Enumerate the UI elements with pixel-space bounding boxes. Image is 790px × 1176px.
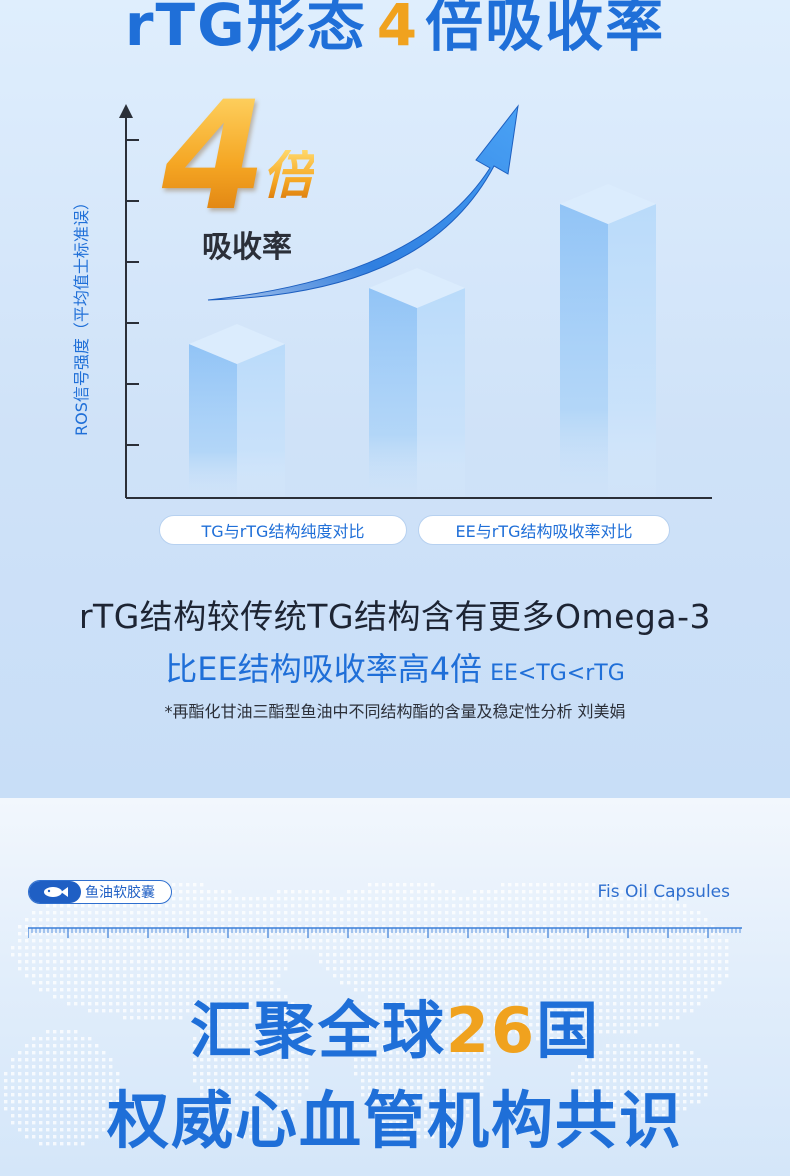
bar-side-face bbox=[417, 288, 465, 498]
multiplier-unit: 倍 bbox=[262, 146, 315, 206]
ruler-divider bbox=[28, 927, 742, 938]
absorption-section: rTG形态 4 倍吸收率 bbox=[0, 0, 790, 798]
product-badge-label: 鱼油软胶囊 bbox=[85, 885, 155, 901]
y-axis-arrowhead bbox=[119, 104, 133, 118]
bar-top-face bbox=[560, 184, 656, 224]
bar-side-face bbox=[608, 204, 656, 498]
bar-top-face bbox=[369, 268, 465, 308]
consensus-headline-1-pre: 汇聚全球 bbox=[189, 994, 446, 1067]
bar-front-face bbox=[189, 344, 237, 498]
bar-front-face bbox=[560, 204, 608, 498]
consensus-headline-1-post: 国 bbox=[536, 994, 601, 1067]
multiplier-label: 吸收率 bbox=[202, 230, 292, 265]
title-suffix: 倍吸收率 bbox=[425, 0, 666, 59]
fish-icon bbox=[29, 881, 81, 903]
consensus-headline-2: 权威心血管机构共识 bbox=[106, 1084, 683, 1157]
consensus-country-count: 26 bbox=[445, 994, 537, 1067]
bar-2 bbox=[369, 268, 465, 498]
growth-arrow bbox=[207, 104, 519, 301]
absorption-chart bbox=[60, 96, 740, 516]
consensus-section: 鱼油软胶囊 Fis Oil Capsules 汇聚全球26国 权威心血管机构共识 bbox=[0, 798, 790, 1176]
title-prefix: rTG形态 bbox=[124, 0, 367, 59]
multiplier-number: 4 bbox=[162, 70, 267, 244]
chart-canvas bbox=[119, 104, 712, 499]
bar-front-face bbox=[369, 288, 417, 498]
world-map-dots bbox=[4, 883, 729, 1146]
product-badge: 鱼油软胶囊 bbox=[28, 880, 172, 904]
comparison-pill-absorption: EE与rTG结构吸收率对比 bbox=[418, 515, 670, 545]
headline-absorption-order: EE<TG<rTG bbox=[490, 661, 625, 686]
bar-top-face bbox=[189, 324, 285, 364]
bar-side-face bbox=[237, 344, 285, 498]
source-citation: *再酯化甘油三酯型鱼油中不同结构酯的含量及稳定性分析 刘美娟 bbox=[164, 702, 626, 721]
headline-absorption-main: 比EE结构吸收率高4倍 bbox=[165, 650, 483, 688]
bar-1 bbox=[189, 324, 285, 498]
map-dots bbox=[4, 883, 729, 1146]
headline-absorption: 比EE结构吸收率高4倍 EE<TG<rTG bbox=[0, 644, 790, 690]
y-axis-label: ROS信号强度（平均值士标准误） bbox=[72, 194, 91, 436]
brand-label: Fis Oil Capsules bbox=[597, 882, 730, 902]
headline-omega3: rTG结构较传统TG结构含有更多Omega-3 bbox=[78, 597, 712, 636]
title-number: 4 bbox=[376, 0, 420, 59]
consensus-headline-1: 汇聚全球26国 bbox=[0, 980, 790, 1070]
comparison-pill-purity: TG与rTG结构纯度对比 bbox=[159, 515, 407, 545]
bar-3 bbox=[560, 184, 656, 498]
section-title: rTG形态 4 倍吸收率 bbox=[0, 0, 790, 62]
